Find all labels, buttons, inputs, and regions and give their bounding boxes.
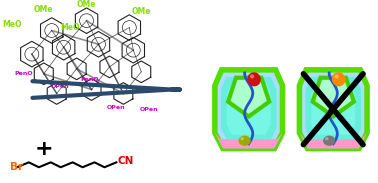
- Ellipse shape: [247, 72, 261, 86]
- Ellipse shape: [325, 137, 328, 140]
- Text: MeO: MeO: [60, 23, 79, 32]
- Text: CN: CN: [118, 156, 134, 166]
- Polygon shape: [305, 77, 361, 141]
- Text: OMe: OMe: [77, 0, 96, 10]
- Polygon shape: [221, 77, 276, 141]
- Polygon shape: [215, 70, 282, 149]
- Text: +: +: [34, 139, 53, 158]
- Text: PenO: PenO: [15, 71, 33, 76]
- Text: OPen: OPen: [107, 105, 126, 110]
- Polygon shape: [313, 78, 354, 116]
- Polygon shape: [227, 84, 271, 135]
- Text: PenO: PenO: [80, 77, 99, 82]
- Polygon shape: [228, 78, 269, 116]
- Text: MeO: MeO: [2, 20, 22, 29]
- Ellipse shape: [323, 136, 335, 146]
- Text: OPen: OPen: [50, 84, 69, 89]
- Ellipse shape: [332, 72, 345, 86]
- Text: OMe: OMe: [34, 5, 54, 14]
- Text: Br: Br: [10, 162, 23, 172]
- Ellipse shape: [239, 136, 251, 146]
- Ellipse shape: [335, 74, 339, 79]
- Polygon shape: [299, 133, 367, 149]
- Text: OMe: OMe: [132, 7, 151, 16]
- Polygon shape: [215, 133, 282, 149]
- Polygon shape: [299, 70, 367, 149]
- Polygon shape: [311, 84, 355, 135]
- Ellipse shape: [250, 74, 254, 79]
- Text: OPen: OPen: [140, 107, 158, 112]
- Ellipse shape: [240, 137, 244, 140]
